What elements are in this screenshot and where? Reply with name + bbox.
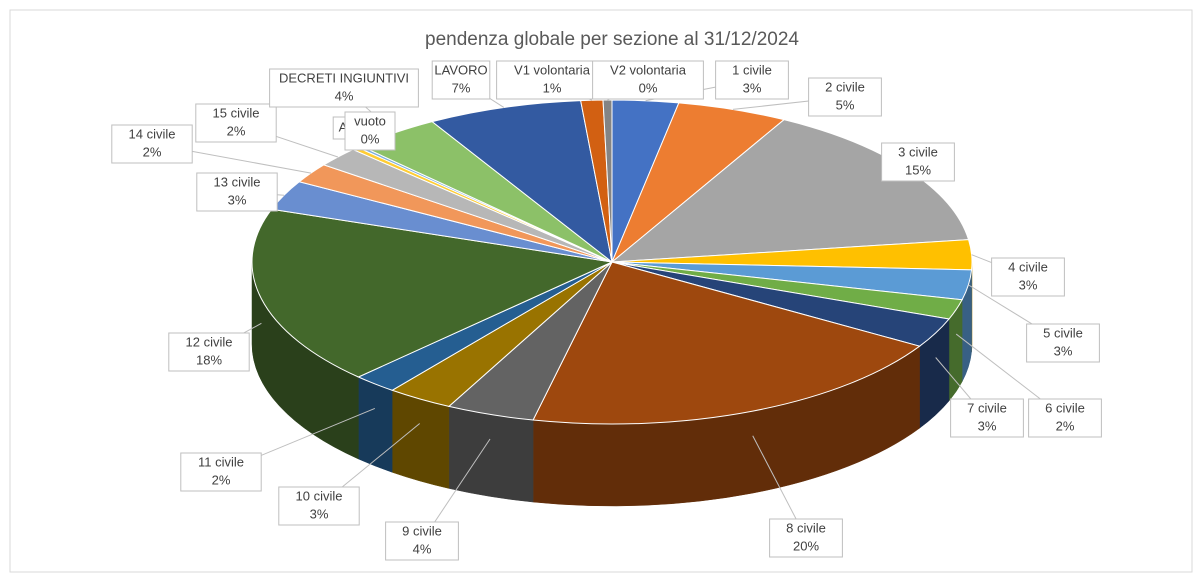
- slice-label: V1 volontaria: [514, 62, 591, 77]
- slice-label: 8 civile: [786, 520, 826, 535]
- slice-value-label: 3%: [310, 506, 329, 521]
- slice-label: 6 civile: [1045, 400, 1085, 415]
- slice-value-label: 3%: [743, 80, 762, 95]
- slice-value-label: 4%: [413, 541, 432, 556]
- slice-label: vuoto: [354, 113, 386, 128]
- slice-label: 12 civile: [186, 334, 233, 349]
- slice-label: 7 civile: [967, 400, 1007, 415]
- slice-value-label: 3%: [228, 192, 247, 207]
- slice-value-label: 7%: [452, 80, 471, 95]
- slice-value-label: 2%: [143, 144, 162, 159]
- slice-label: 13 civile: [214, 174, 261, 189]
- chart-title: pendenza globale per sezione al 31/12/20…: [425, 29, 799, 50]
- slice-value-label: 18%: [196, 352, 222, 367]
- slice-value-label: 20%: [793, 538, 819, 553]
- slice-value-label: 0%: [361, 131, 380, 146]
- slice-value-label: 2%: [212, 472, 231, 487]
- slice-value-label: 15%: [905, 162, 931, 177]
- slice-label: LAVORO: [434, 62, 487, 77]
- slice-label: DECRETI INGIUNTIVI: [279, 70, 409, 85]
- slice-label: 15 civile: [213, 105, 260, 120]
- slice-value-label: 3%: [1019, 277, 1038, 292]
- slice-label: 2 civile: [825, 79, 865, 94]
- slice-value-label: 3%: [978, 418, 997, 433]
- slice-value-label: 1%: [543, 80, 562, 95]
- slice-label: 4 civile: [1008, 259, 1048, 274]
- slice-label: 3 civile: [898, 144, 938, 159]
- slice-label: 14 civile: [129, 126, 176, 141]
- slice-value-label: 4%: [335, 88, 354, 103]
- slice-side: [358, 377, 392, 472]
- slice-value-label: 5%: [836, 97, 855, 112]
- slice-label: 9 civile: [402, 523, 442, 538]
- slice-side: [449, 406, 533, 502]
- slice-value-label: 0%: [639, 80, 658, 95]
- slice-label: 11 civile: [198, 454, 244, 469]
- slice-label: 5 civile: [1043, 325, 1083, 340]
- slice-label: 1 civile: [732, 62, 772, 77]
- slice-value-label: 3%: [1054, 343, 1073, 358]
- slice-value-label: 2%: [227, 123, 246, 138]
- slice-value-label: 2%: [1056, 418, 1075, 433]
- slice-label: 10 civile: [296, 488, 343, 503]
- slice-label: V2 volontaria: [610, 62, 687, 77]
